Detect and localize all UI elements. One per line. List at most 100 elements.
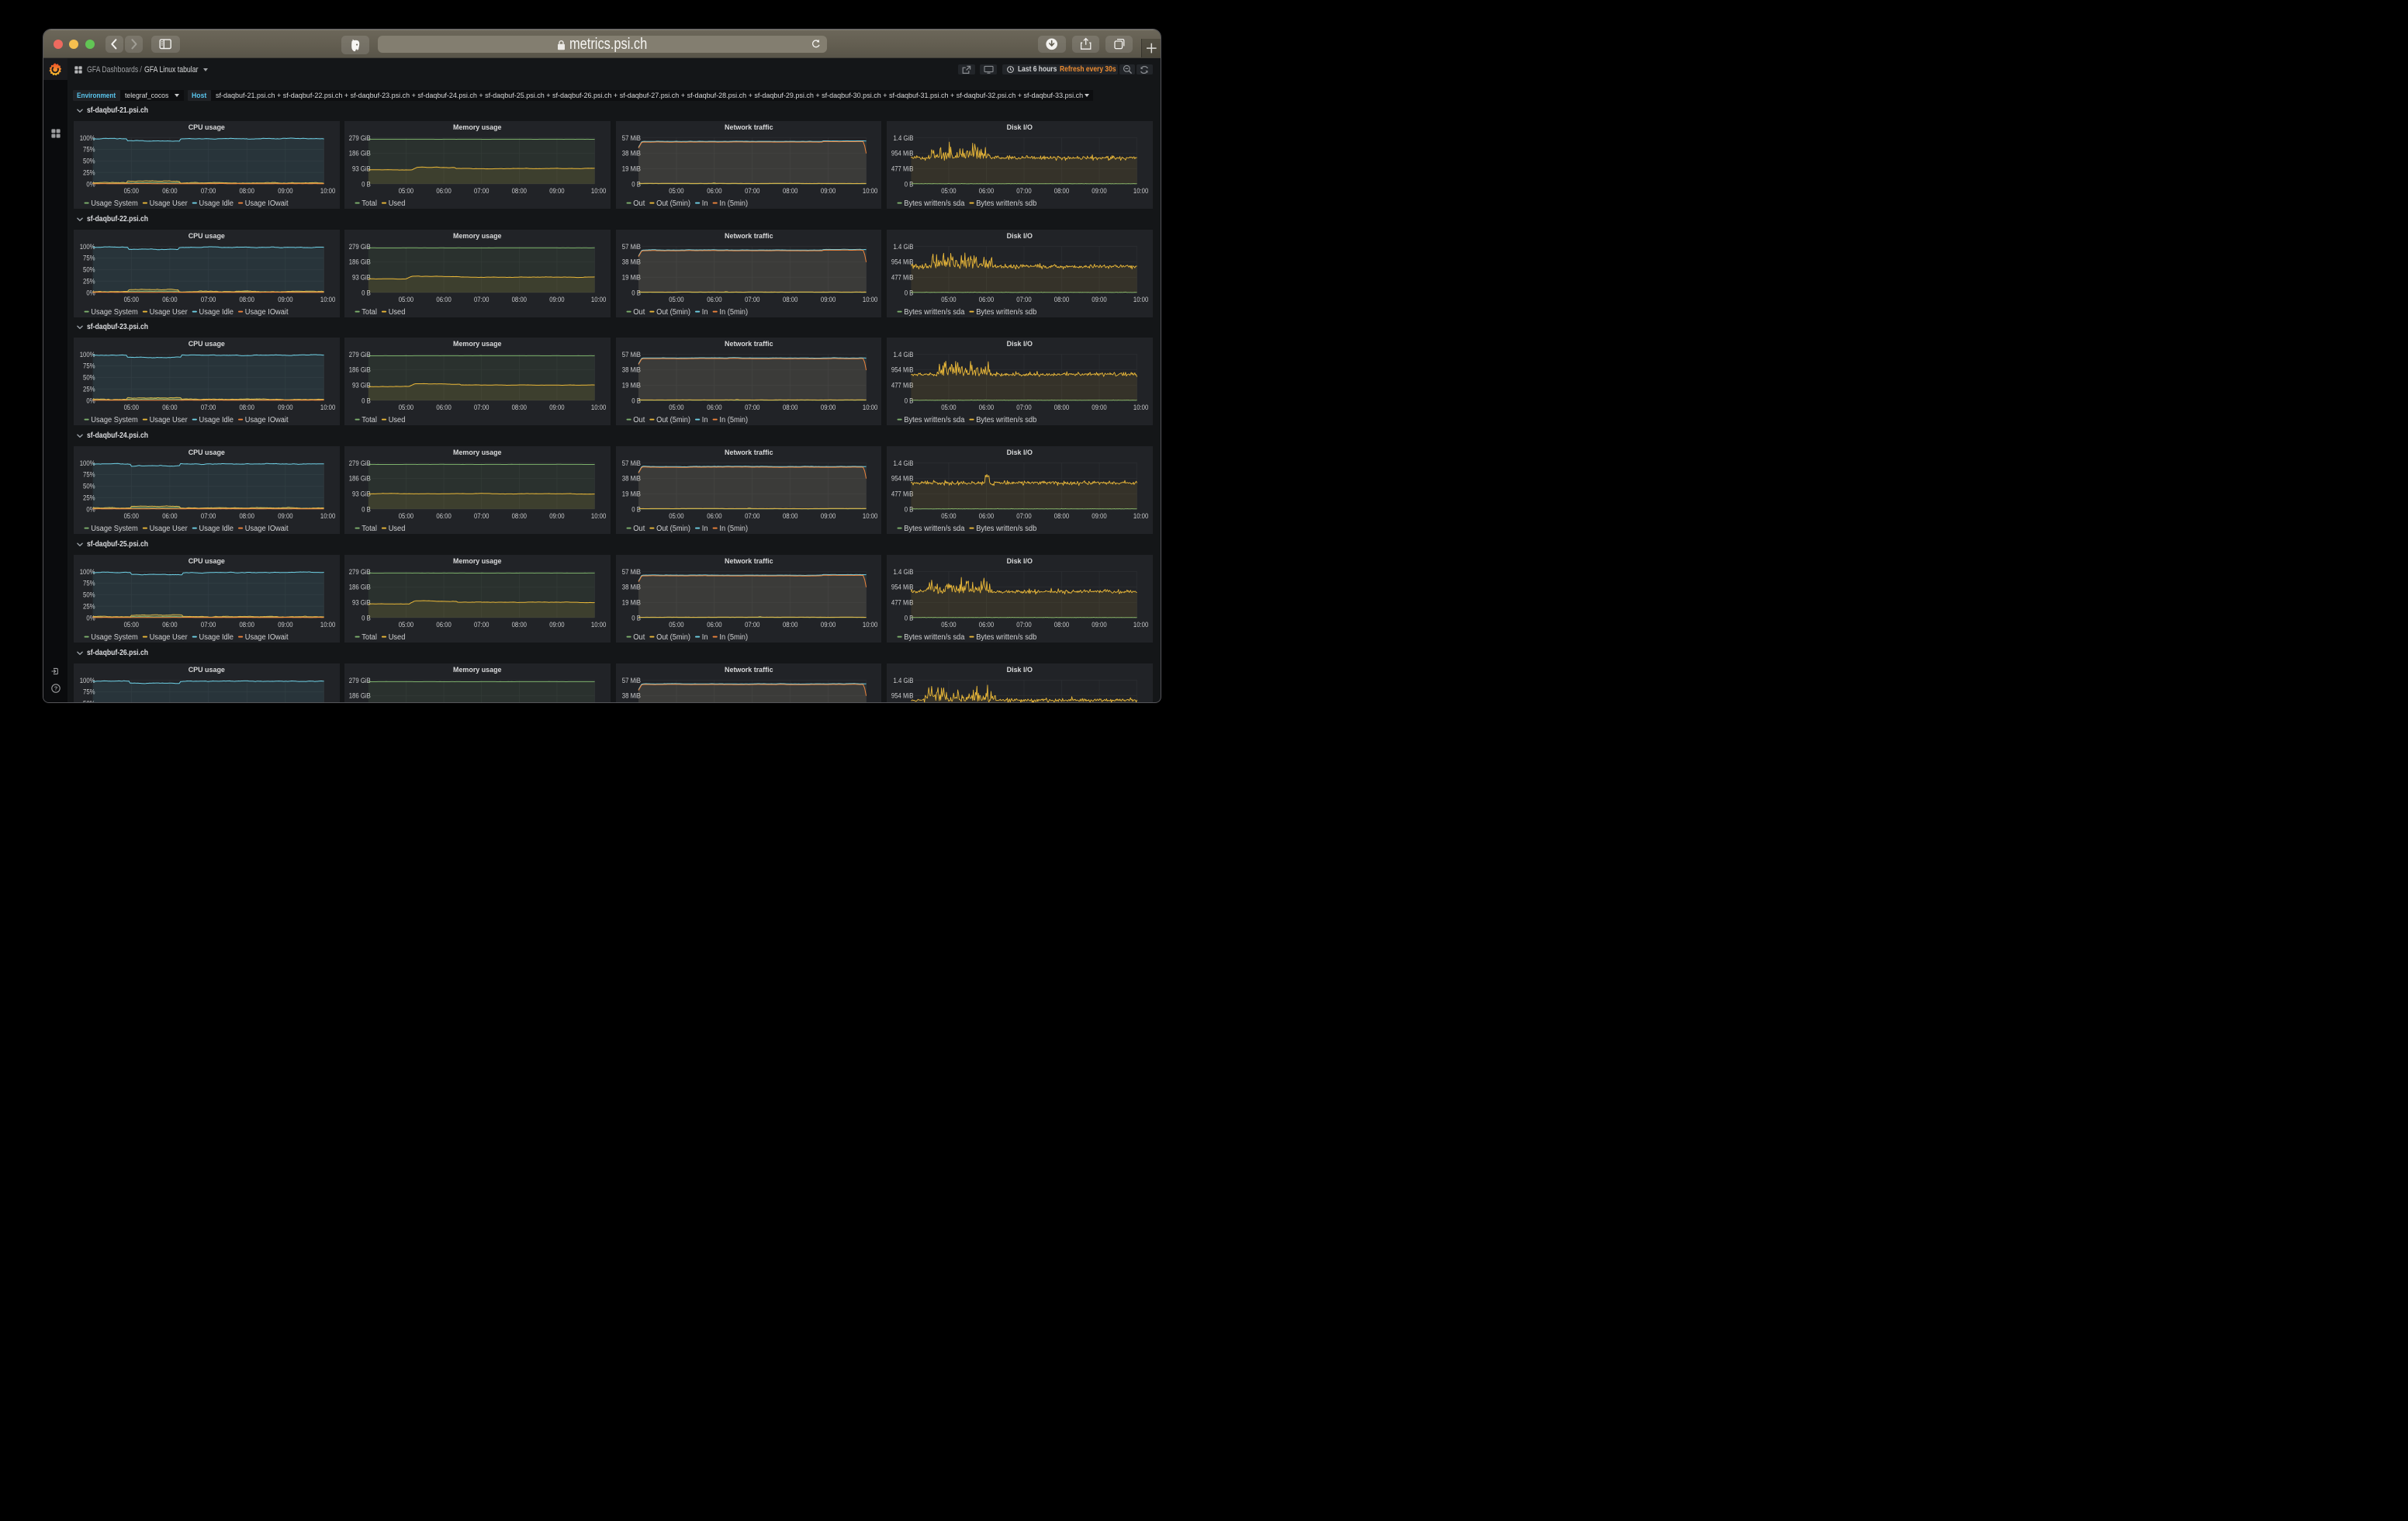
svg-text:Used: Used xyxy=(389,308,406,317)
svg-text:25%: 25% xyxy=(83,277,95,285)
svg-text:Usage Idle: Usage Idle xyxy=(199,308,234,317)
svg-text:09:00: 09:00 xyxy=(821,621,836,629)
svg-text:10:00: 10:00 xyxy=(863,512,877,520)
svg-text:38 MiB: 38 MiB xyxy=(621,258,640,265)
svg-text:10:00: 10:00 xyxy=(863,404,877,411)
svg-text:954 MiB: 954 MiB xyxy=(891,258,913,265)
svg-text:1.4 GiB: 1.4 GiB xyxy=(894,568,914,576)
svg-text:Out: Out xyxy=(633,416,645,424)
svg-text:25%: 25% xyxy=(83,494,95,501)
svg-text:10:00: 10:00 xyxy=(320,621,335,629)
svg-text:06:00: 06:00 xyxy=(437,187,452,195)
svg-text:09:00: 09:00 xyxy=(278,621,292,629)
svg-text:07:00: 07:00 xyxy=(201,187,216,195)
svg-text:06:00: 06:00 xyxy=(162,187,177,195)
svg-text:1.4 GiB: 1.4 GiB xyxy=(894,459,914,467)
svg-text:09:00: 09:00 xyxy=(1092,187,1106,195)
svg-text:10:00: 10:00 xyxy=(1133,404,1148,411)
svg-text:75%: 75% xyxy=(83,254,95,262)
svg-text:Bytes written/s sdb: Bytes written/s sdb xyxy=(976,525,1037,533)
svg-text:05:00: 05:00 xyxy=(124,187,139,195)
svg-text:In: In xyxy=(701,633,708,642)
svg-text:Usage Idle: Usage Idle xyxy=(199,525,234,533)
svg-text:10:00: 10:00 xyxy=(1133,512,1148,520)
svg-text:100%: 100% xyxy=(80,459,95,467)
svg-text:477 MiB: 477 MiB xyxy=(891,598,913,606)
svg-text:09:00: 09:00 xyxy=(1092,295,1106,303)
svg-text:Disk I/O: Disk I/O xyxy=(1007,556,1033,565)
svg-text:Out: Out xyxy=(633,199,645,208)
svg-text:Network traffic: Network traffic xyxy=(725,339,773,348)
svg-text:279 GiB: 279 GiB xyxy=(349,568,371,576)
svg-text:Network traffic: Network traffic xyxy=(725,123,773,131)
svg-text:0 B: 0 B xyxy=(631,180,641,188)
svg-text:CPU usage: CPU usage xyxy=(189,665,225,674)
svg-text:186 GiB: 186 GiB xyxy=(349,149,371,157)
svg-text:Usage IOwait: Usage IOwait xyxy=(245,633,289,642)
svg-text:08:00: 08:00 xyxy=(512,404,527,411)
svg-text:Usage User: Usage User xyxy=(150,525,189,533)
svg-text:477 MiB: 477 MiB xyxy=(891,273,913,281)
svg-text:10:00: 10:00 xyxy=(591,621,606,629)
svg-text:50%: 50% xyxy=(83,483,95,490)
svg-text:Usage IOwait: Usage IOwait xyxy=(245,416,289,424)
svg-text:93 GiB: 93 GiB xyxy=(352,490,371,498)
svg-text:Memory usage: Memory usage xyxy=(453,339,501,348)
svg-text:38 MiB: 38 MiB xyxy=(621,366,640,374)
svg-text:93 GiB: 93 GiB xyxy=(352,273,371,281)
svg-text:08:00: 08:00 xyxy=(1054,187,1069,195)
svg-text:07:00: 07:00 xyxy=(1016,295,1031,303)
svg-text:CPU usage: CPU usage xyxy=(189,339,225,348)
svg-text:07:00: 07:00 xyxy=(474,512,489,520)
svg-text:Network traffic: Network traffic xyxy=(725,448,773,456)
svg-text:1.4 GiB: 1.4 GiB xyxy=(894,676,914,684)
svg-text:100%: 100% xyxy=(80,134,95,142)
svg-text:In: In xyxy=(701,416,708,424)
svg-text:186 GiB: 186 GiB xyxy=(349,258,371,265)
svg-text:In: In xyxy=(701,199,708,208)
svg-text:19 MiB: 19 MiB xyxy=(621,598,640,606)
svg-text:Usage System: Usage System xyxy=(91,633,137,642)
svg-text:Bytes written/s sda: Bytes written/s sda xyxy=(904,308,965,317)
svg-text:05:00: 05:00 xyxy=(941,295,956,303)
svg-text:19 MiB: 19 MiB xyxy=(621,490,640,498)
svg-text:08:00: 08:00 xyxy=(512,621,527,629)
svg-text:57 MiB: 57 MiB xyxy=(621,676,640,684)
svg-text:10:00: 10:00 xyxy=(320,512,335,520)
svg-text:477 MiB: 477 MiB xyxy=(891,165,913,172)
svg-text:Usage Idle: Usage Idle xyxy=(199,199,234,208)
svg-text:0%: 0% xyxy=(86,397,95,405)
svg-text:25%: 25% xyxy=(83,168,95,176)
svg-text:Disk I/O: Disk I/O xyxy=(1007,448,1033,456)
svg-text:In (5min): In (5min) xyxy=(719,525,748,533)
svg-text:08:00: 08:00 xyxy=(239,404,254,411)
svg-text:Disk I/O: Disk I/O xyxy=(1007,339,1033,348)
svg-text:Out (5min): Out (5min) xyxy=(656,308,690,317)
svg-text:0 B: 0 B xyxy=(362,289,371,296)
svg-text:50%: 50% xyxy=(83,157,95,165)
svg-text:05:00: 05:00 xyxy=(941,512,956,520)
svg-text:57 MiB: 57 MiB xyxy=(621,242,640,250)
svg-text:75%: 75% xyxy=(83,145,95,153)
svg-text:07:00: 07:00 xyxy=(474,295,489,303)
svg-text:09:00: 09:00 xyxy=(278,187,292,195)
svg-text:10:00: 10:00 xyxy=(863,187,877,195)
svg-text:06:00: 06:00 xyxy=(162,404,177,411)
svg-text:Bytes written/s sda: Bytes written/s sda xyxy=(904,199,965,208)
svg-text:In (5min): In (5min) xyxy=(719,633,748,642)
svg-text:Network traffic: Network traffic xyxy=(725,665,773,674)
svg-text:Total: Total xyxy=(362,199,378,208)
svg-text:Used: Used xyxy=(389,199,406,208)
svg-text:0%: 0% xyxy=(86,614,95,622)
svg-text:954 MiB: 954 MiB xyxy=(891,475,913,483)
svg-text:Out (5min): Out (5min) xyxy=(656,416,690,424)
svg-text:Usage IOwait: Usage IOwait xyxy=(245,199,289,208)
svg-text:38 MiB: 38 MiB xyxy=(621,691,640,699)
svg-text:Bytes written/s sda: Bytes written/s sda xyxy=(904,416,965,424)
svg-text:0 B: 0 B xyxy=(905,397,914,405)
svg-text:100%: 100% xyxy=(80,676,95,684)
svg-text:05:00: 05:00 xyxy=(941,187,956,195)
svg-text:07:00: 07:00 xyxy=(201,295,216,303)
svg-text:186 GiB: 186 GiB xyxy=(349,583,371,591)
svg-text:07:00: 07:00 xyxy=(1016,621,1031,629)
